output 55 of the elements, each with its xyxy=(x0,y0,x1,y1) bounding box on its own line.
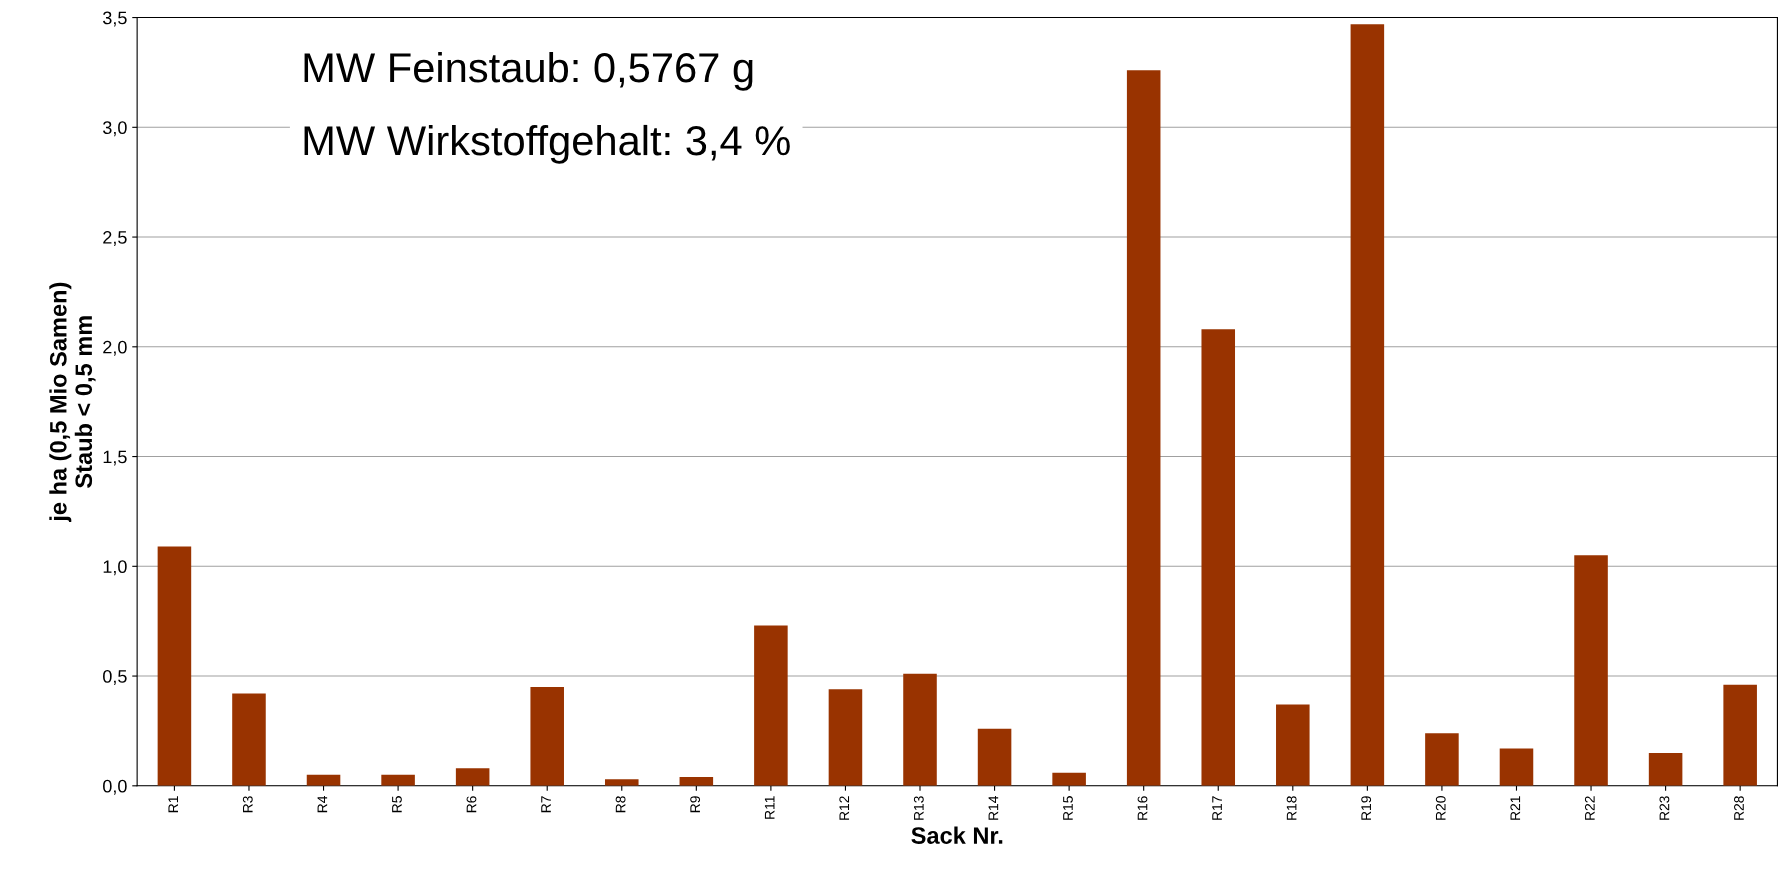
x-tick-label: R22 xyxy=(1584,796,1595,820)
y-tick-label: 0,5 xyxy=(103,669,127,685)
y-tick-label: 3,5 xyxy=(103,11,127,27)
bar xyxy=(455,768,490,786)
x-tick-label: R11 xyxy=(764,796,775,819)
bar xyxy=(157,546,192,786)
bar xyxy=(381,774,415,786)
bar xyxy=(306,774,341,786)
y-tick-label: 1,5 xyxy=(103,450,127,466)
bar xyxy=(828,689,863,786)
x-tick-label: R23 xyxy=(1659,796,1670,820)
y-tick-label: 2,5 xyxy=(103,230,127,246)
y-tick-label: 2,0 xyxy=(103,340,127,356)
annotation: MW Wirkstoffgehalt: 3,4 % xyxy=(304,124,790,164)
x-tick-label: R7 xyxy=(541,796,551,813)
x-tick-label: R19 xyxy=(1361,796,1372,820)
bar xyxy=(1201,329,1236,786)
x-tick-label: R16 xyxy=(1137,796,1148,820)
annotation: MW Feinstaub: 0,5767 g xyxy=(304,51,753,91)
bar xyxy=(754,625,788,786)
x-tick-label: R12 xyxy=(839,796,850,820)
bar xyxy=(1648,752,1683,786)
y-tick-label: 0,0 xyxy=(103,779,127,795)
bar xyxy=(977,728,1012,786)
bar xyxy=(1723,684,1757,786)
x-tick-label: R20 xyxy=(1435,796,1446,820)
x-tick-label: R14 xyxy=(988,795,999,820)
x-tick-label: R17 xyxy=(1212,796,1222,820)
bar xyxy=(903,673,937,786)
x-tick-label: R9 xyxy=(690,796,701,813)
bar xyxy=(1052,772,1086,786)
bar xyxy=(1499,748,1534,786)
x-tick-label: R21 xyxy=(1510,796,1521,820)
bar xyxy=(1574,555,1608,786)
bar xyxy=(1276,704,1310,786)
bar xyxy=(605,779,639,786)
x-tick-label: R8 xyxy=(615,796,626,813)
x-tick-label: R18 xyxy=(1286,796,1297,820)
bar xyxy=(1425,733,1459,786)
x-tick-label: R13 xyxy=(913,796,924,820)
x-tick-label: R15 xyxy=(1063,796,1073,820)
y-axis-title: je ha (0,5 Mio Samen) Staub < 0,5 mm xyxy=(49,282,96,523)
bar xyxy=(232,693,266,786)
x-tick-label: R28 xyxy=(1734,796,1744,820)
y-tick-label: 3,0 xyxy=(103,121,127,137)
x-tick-label: R4 xyxy=(317,795,328,813)
bar xyxy=(1126,70,1161,786)
x-axis-title: Sack Nr. xyxy=(911,826,1003,844)
x-tick-label: R1 xyxy=(168,796,179,813)
x-tick-label: R6 xyxy=(466,796,477,813)
y-tick-label: 1,0 xyxy=(103,560,127,576)
bar xyxy=(530,687,564,786)
x-tick-label: R5 xyxy=(392,796,402,813)
x-tick-label: R3 xyxy=(242,796,253,813)
bar xyxy=(1350,24,1385,786)
